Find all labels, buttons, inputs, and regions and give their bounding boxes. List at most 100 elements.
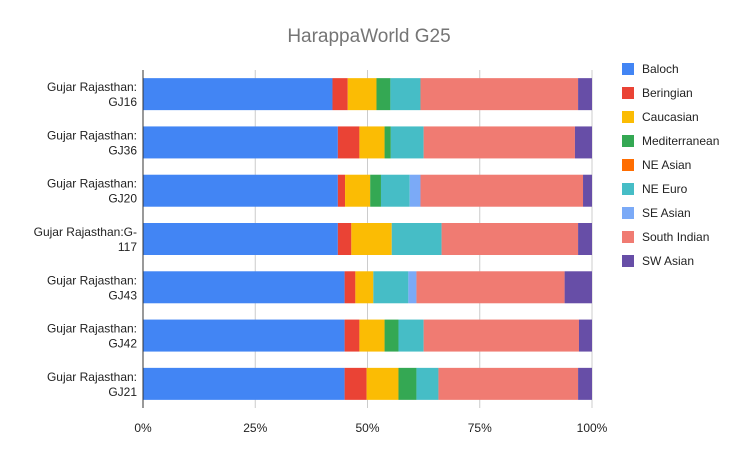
- bar-segment-sw-asian: [578, 223, 592, 255]
- category-label-line: Gujar Rajasthan:: [47, 370, 137, 384]
- legend-label: Baloch: [642, 62, 679, 76]
- bar-segment-ne-euro: [380, 174, 410, 207]
- bar-segment-baloch: [143, 367, 345, 400]
- legend-swatch: [622, 255, 634, 267]
- category-label-line: Gujar Rajasthan:G-: [34, 225, 137, 239]
- category-label-line: GJ36: [108, 143, 137, 157]
- bar-segment-baloch: [143, 174, 338, 207]
- bar-segment-sw-asian: [583, 174, 592, 207]
- legend-label: South Indian: [642, 230, 709, 244]
- x-tick-label: 25%: [243, 421, 267, 435]
- bar-segment-south-indian: [423, 319, 579, 352]
- bar-segment-baloch: [143, 78, 333, 111]
- legend-label: Caucasian: [642, 110, 699, 124]
- bar-segment-sw-asian: [574, 126, 592, 159]
- legend-label: SW Asian: [642, 254, 694, 268]
- bar-segment-sw-asian: [578, 367, 592, 400]
- category-label-line: Gujar Rajasthan:: [47, 273, 137, 287]
- legend-swatch: [622, 87, 634, 99]
- category-label-line: 117: [118, 240, 137, 254]
- category-label-line: GJ21: [108, 385, 137, 399]
- bar-segment-south-indian: [438, 367, 579, 400]
- chart-title: HarappaWorld G25: [287, 26, 450, 47]
- bar-segment-ne-euro: [416, 367, 439, 400]
- category-label: Gujar Rajasthan: GJ36: [47, 128, 137, 157]
- legend-label: NE Euro: [642, 182, 688, 196]
- bar-segment-sw-asian: [578, 319, 592, 352]
- bar-segment-baloch: [143, 223, 338, 255]
- legend-label: SE Asian: [642, 206, 691, 220]
- category-label-line: Gujar Rajasthan:: [47, 322, 137, 336]
- category-label-line: GJ42: [108, 337, 137, 351]
- legend-swatch: [622, 111, 634, 123]
- category-label: Gujar Rajasthan:G-117: [34, 225, 138, 254]
- x-tick-label: 100%: [577, 421, 608, 435]
- x-tick-labels: 0% 25% 50% 75% 100%: [134, 421, 607, 435]
- bar-segment-sw-asian: [564, 271, 592, 304]
- bar-segment-baloch: [143, 271, 345, 304]
- category-label-line: Gujar Rajasthan:: [47, 128, 137, 142]
- bar-segment-south-indian: [423, 126, 575, 159]
- bar-segment-beringian: [337, 223, 352, 255]
- bar-segment-ne-euro: [391, 223, 442, 255]
- bar-segment-mediterranean: [376, 78, 391, 111]
- bar-segment-beringian: [337, 126, 360, 159]
- category-label-line: GJ20: [108, 192, 137, 206]
- legend-swatch: [622, 159, 634, 171]
- x-tick-label: 75%: [468, 421, 492, 435]
- bar-segment-sw-asian: [578, 78, 592, 111]
- bar-segment-south-indian: [420, 174, 584, 207]
- bar-segment-mediterranean: [384, 319, 399, 352]
- legend-swatch: [622, 231, 634, 243]
- category-label-line: Gujar Rajasthan:: [47, 80, 137, 94]
- bar-segment-mediterranean: [398, 367, 417, 400]
- legend-swatch: [622, 207, 634, 219]
- legend-label: NE Asian: [642, 158, 691, 172]
- legend-label: Beringian: [642, 86, 693, 100]
- category-label: Gujar Rajasthan: GJ16: [47, 80, 137, 109]
- legend-swatch: [622, 135, 634, 147]
- category-label-line: Gujar Rajasthan:: [47, 177, 137, 191]
- bar-segment-beringian: [344, 271, 356, 304]
- bar-segment-ne-euro: [390, 78, 421, 111]
- bar-segment-caucasian: [366, 367, 399, 400]
- bar-segment-caucasian: [345, 174, 371, 207]
- bar-segment-beringian: [332, 78, 348, 111]
- category-label: Gujar Rajasthan: GJ43: [47, 273, 137, 302]
- bar-segment-se-asian: [409, 174, 421, 207]
- bar-segment-caucasian: [347, 78, 377, 111]
- bar-segment-se-asian: [408, 271, 417, 304]
- category-label: Gujar Rajasthan: GJ21: [47, 370, 137, 399]
- bar-segment-ne-euro: [373, 271, 409, 304]
- category-label: Gujar Rajasthan: GJ20: [47, 177, 137, 206]
- legend-swatch: [622, 63, 634, 75]
- bar-segment-south-indian: [441, 223, 579, 255]
- x-tick-label: 50%: [355, 421, 379, 435]
- bar-segment-caucasian: [359, 126, 385, 159]
- bar-segment-south-indian: [420, 78, 579, 111]
- bar-segment-ne-euro: [390, 126, 424, 159]
- x-tick-label: 0%: [134, 421, 152, 435]
- bar-segment-caucasian: [355, 271, 374, 304]
- bar-segment-beringian: [344, 319, 360, 352]
- bar-segment-baloch: [143, 126, 338, 159]
- bar-segment-ne-euro: [398, 319, 424, 352]
- category-label-line: GJ16: [108, 95, 137, 109]
- category-label: Gujar Rajasthan: GJ42: [47, 322, 137, 351]
- bar-segment-caucasian: [359, 319, 385, 352]
- bar-segment-caucasian: [351, 223, 392, 255]
- bar-segment-mediterranean: [384, 126, 391, 159]
- legend: Baloch Beringian Caucasian Mediterranean NE …: [622, 62, 719, 268]
- legend-label: Mediterranean: [642, 134, 719, 148]
- bar-segment-south-indian: [416, 271, 565, 304]
- bar-segment-baloch: [143, 319, 345, 352]
- bars: [143, 78, 592, 400]
- category-label-line: GJ43: [108, 288, 137, 302]
- legend-swatch: [622, 183, 634, 195]
- bar-segment-beringian: [344, 367, 367, 400]
- bar-segment-mediterranean: [370, 174, 381, 207]
- bar-segment-beringian: [337, 174, 346, 207]
